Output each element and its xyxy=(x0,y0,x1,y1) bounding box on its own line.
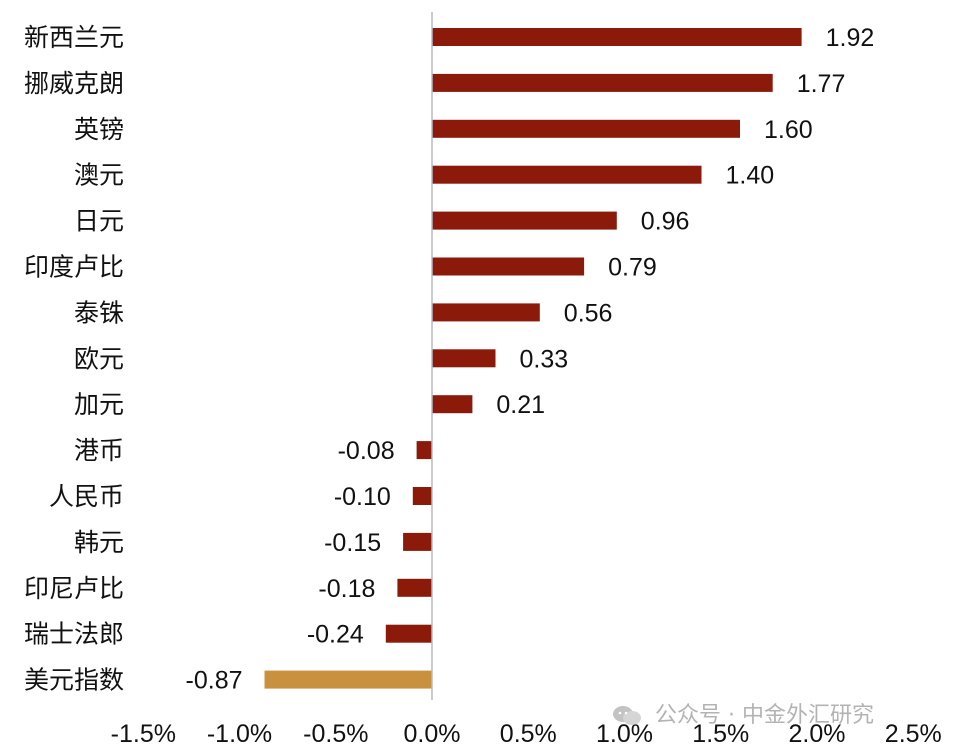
bar-14 xyxy=(264,670,432,689)
category-label-10: 人民币 xyxy=(49,482,124,511)
watermark: 公众号 · 中金外汇研究 xyxy=(612,697,874,729)
category-labels: 新西兰元挪威克朗英镑澳元日元印度卢比泰铢欧元加元港币人民币韩元印尼卢比瑞士法郎美… xyxy=(24,23,124,695)
value-label-10: -0.10 xyxy=(334,483,391,511)
value-label-11: -0.15 xyxy=(324,529,381,557)
x-tick-label-3: 0.0% xyxy=(404,720,461,748)
x-tick-labels: -1.5% -1.0% -0.5% 0.0% 0.5% 1.0% 1.5% 2.0% 2.5% xyxy=(111,720,942,748)
category-label-13: 瑞士法郎 xyxy=(24,620,124,649)
bar-2 xyxy=(432,119,740,138)
category-label-8: 加元 xyxy=(74,390,124,419)
category-label-7: 欧元 xyxy=(74,344,124,373)
category-label-4: 日元 xyxy=(74,207,124,236)
bar-11 xyxy=(403,532,432,551)
value-label-1: 1.77 xyxy=(797,70,846,98)
x-tick-label-5: 1.0% xyxy=(596,720,653,748)
category-label-6: 泰铢 xyxy=(74,298,124,327)
bar-0 xyxy=(432,28,802,46)
value-label-3: 1.40 xyxy=(726,162,775,190)
wechat-icon xyxy=(613,706,641,725)
value-label-6: 0.56 xyxy=(564,299,613,327)
bar-9 xyxy=(416,441,432,460)
x-tick-label-6: 1.5% xyxy=(692,720,749,748)
bars-group xyxy=(264,28,802,689)
x-tick-label-7: 2.0% xyxy=(789,720,846,748)
category-label-9: 港币 xyxy=(74,436,124,465)
category-label-0: 新西兰元 xyxy=(24,23,124,52)
value-label-4: 0.96 xyxy=(641,208,690,236)
bar-6 xyxy=(432,303,540,322)
bar-4 xyxy=(432,211,617,230)
value-label-7: 0.33 xyxy=(520,345,569,373)
value-label-9: -0.08 xyxy=(338,437,395,465)
bar-1 xyxy=(432,73,773,92)
bar-12 xyxy=(397,578,432,597)
x-tick-label-2: -0.5% xyxy=(303,720,368,748)
category-label-1: 挪威克朗 xyxy=(24,69,124,98)
bar-5 xyxy=(432,257,585,276)
category-label-12: 印尼卢比 xyxy=(24,574,124,603)
bar-10 xyxy=(412,487,433,505)
watermark-text: 公众号 · 中金外汇研究 xyxy=(655,703,874,728)
bar-3 xyxy=(432,165,702,184)
value-labels: 1.92 1.77 1.60 1.40 0.96 0.79 0.56 0.33 0.21 -0.0… xyxy=(186,24,875,695)
value-label-8: 0.21 xyxy=(496,391,545,419)
category-label-5: 印度卢比 xyxy=(24,253,124,282)
category-label-2: 英镑 xyxy=(74,115,124,144)
category-label-14: 美元指数 xyxy=(24,666,124,695)
bar-13 xyxy=(385,624,432,643)
value-label-5: 0.79 xyxy=(608,254,657,282)
x-tick-label-1: -1.0% xyxy=(207,720,272,748)
value-label-14: -0.87 xyxy=(186,667,243,695)
value-label-2: 1.60 xyxy=(764,116,813,144)
x-tick-label-0: -1.5% xyxy=(111,720,176,748)
value-label-0: 1.92 xyxy=(826,24,875,52)
bar-7 xyxy=(432,349,496,368)
bar-8 xyxy=(432,395,473,414)
value-label-12: -0.18 xyxy=(318,575,375,603)
value-label-13: -0.24 xyxy=(307,621,364,649)
category-label-3: 澳元 xyxy=(74,161,124,190)
x-tick-label-8: 2.5% xyxy=(885,720,942,748)
category-label-11: 韩元 xyxy=(74,528,124,557)
x-tick-label-4: 0.5% xyxy=(500,720,557,748)
